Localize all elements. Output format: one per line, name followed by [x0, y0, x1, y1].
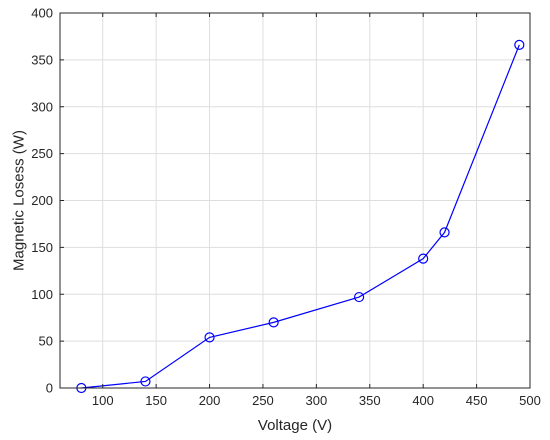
x-tick-label: 400 — [412, 393, 434, 408]
data-point — [418, 253, 429, 264]
y-tick-label: 100 — [31, 287, 53, 302]
x-tick-label: 150 — [145, 393, 167, 408]
y-tick-label: 50 — [39, 334, 53, 349]
data-point — [140, 376, 151, 387]
y-tick-label: 400 — [31, 6, 53, 21]
x-tick-label: 500 — [519, 393, 541, 408]
data-point — [439, 227, 450, 238]
x-axis-label: Voltage (V) — [258, 417, 332, 434]
data-point — [268, 317, 279, 328]
y-axis-label: Magnetic Losess (W) — [10, 130, 27, 271]
y-tick-label: 150 — [31, 240, 53, 255]
data-point — [204, 332, 215, 343]
x-tick-label: 200 — [199, 393, 221, 408]
y-tick-label: 200 — [31, 193, 53, 208]
data-point — [353, 291, 365, 303]
x-tick-label: 250 — [252, 393, 274, 408]
y-tick-label: 250 — [31, 146, 53, 161]
series-line — [81, 44, 520, 389]
x-tick-label: 350 — [359, 393, 381, 408]
x-tick-label: 100 — [92, 393, 114, 408]
y-tick-label: 350 — [31, 52, 53, 67]
data-point — [514, 39, 525, 50]
ticks: 100 150 200 250 300 350 400 450 500 0 50 100 150 200 2… — [31, 6, 541, 409]
series-layer — [76, 39, 525, 394]
x-tick-label: 300 — [306, 393, 328, 408]
x-tick-label: 450 — [466, 393, 488, 408]
y-tick-label: 0 — [46, 381, 53, 396]
y-tick-label: 300 — [31, 99, 53, 114]
